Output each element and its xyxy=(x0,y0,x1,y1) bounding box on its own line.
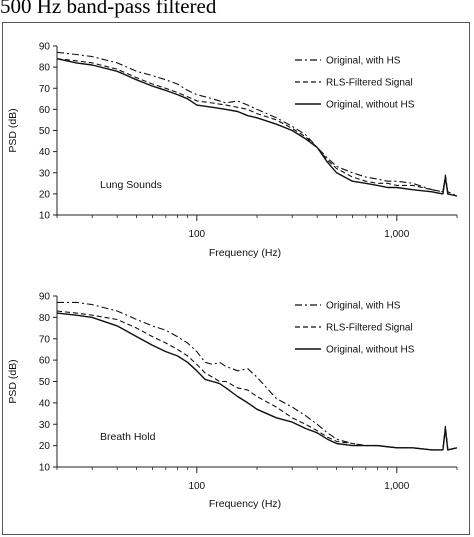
y-tick-label: 10 xyxy=(39,463,51,474)
y-tick-label: 10 xyxy=(39,211,51,222)
y-tick-label: 90 xyxy=(39,42,51,53)
x-axis-label: Frequency (Hz) xyxy=(209,247,281,259)
x-axis-label: Frequency (Hz) xyxy=(209,498,281,510)
figure-caption: 500 Hz band-pass filtered xyxy=(0,0,217,18)
series-line-dashed xyxy=(56,58,458,197)
x-tick-label: 1,000 xyxy=(384,229,409,240)
series-line-solid xyxy=(56,58,458,197)
x-tick-label: 100 xyxy=(188,229,205,240)
y-tick-label: 70 xyxy=(39,84,51,95)
y-tick-label: 30 xyxy=(39,420,51,431)
legend-entry: Original, with HS xyxy=(326,301,401,312)
y-tick-label: 80 xyxy=(39,63,51,74)
y-axis-label: PSD (dB) xyxy=(7,108,19,152)
y-tick-label: 40 xyxy=(39,398,51,409)
y-tick-label: 70 xyxy=(39,334,51,345)
y-tick-label: 60 xyxy=(39,356,51,367)
y-tick-label: 80 xyxy=(39,313,51,324)
y-axis-label: PSD (dB) xyxy=(7,359,19,403)
y-tick-label: 50 xyxy=(39,126,51,137)
x-tick-label: 1,000 xyxy=(384,481,409,492)
legend-entry: RLS-Filtered Signal xyxy=(326,78,413,89)
y-tick-label: 20 xyxy=(39,441,51,452)
y-tick-label: 60 xyxy=(39,105,51,116)
legend-entry: RLS-Filtered Signal xyxy=(326,323,413,334)
series-line-dash-dot xyxy=(56,51,458,197)
y-tick-label: 40 xyxy=(39,147,51,158)
x-tick-label: 100 xyxy=(188,481,205,492)
legend-entry: Original, without HS xyxy=(326,100,415,111)
series-line-solid xyxy=(56,312,458,451)
legend-entry: Original, with HS xyxy=(326,56,401,67)
y-tick-label: 30 xyxy=(39,168,51,179)
y-tick-label: 50 xyxy=(39,377,51,388)
y-tick-label: 20 xyxy=(39,189,51,200)
panel-annotation: Breath Hold xyxy=(100,431,156,443)
y-tick-label: 90 xyxy=(39,292,51,303)
figure-frame xyxy=(2,22,470,535)
panel-annotation: Lung Sounds xyxy=(100,179,162,191)
legend-entry: Original, without HS xyxy=(326,345,415,356)
